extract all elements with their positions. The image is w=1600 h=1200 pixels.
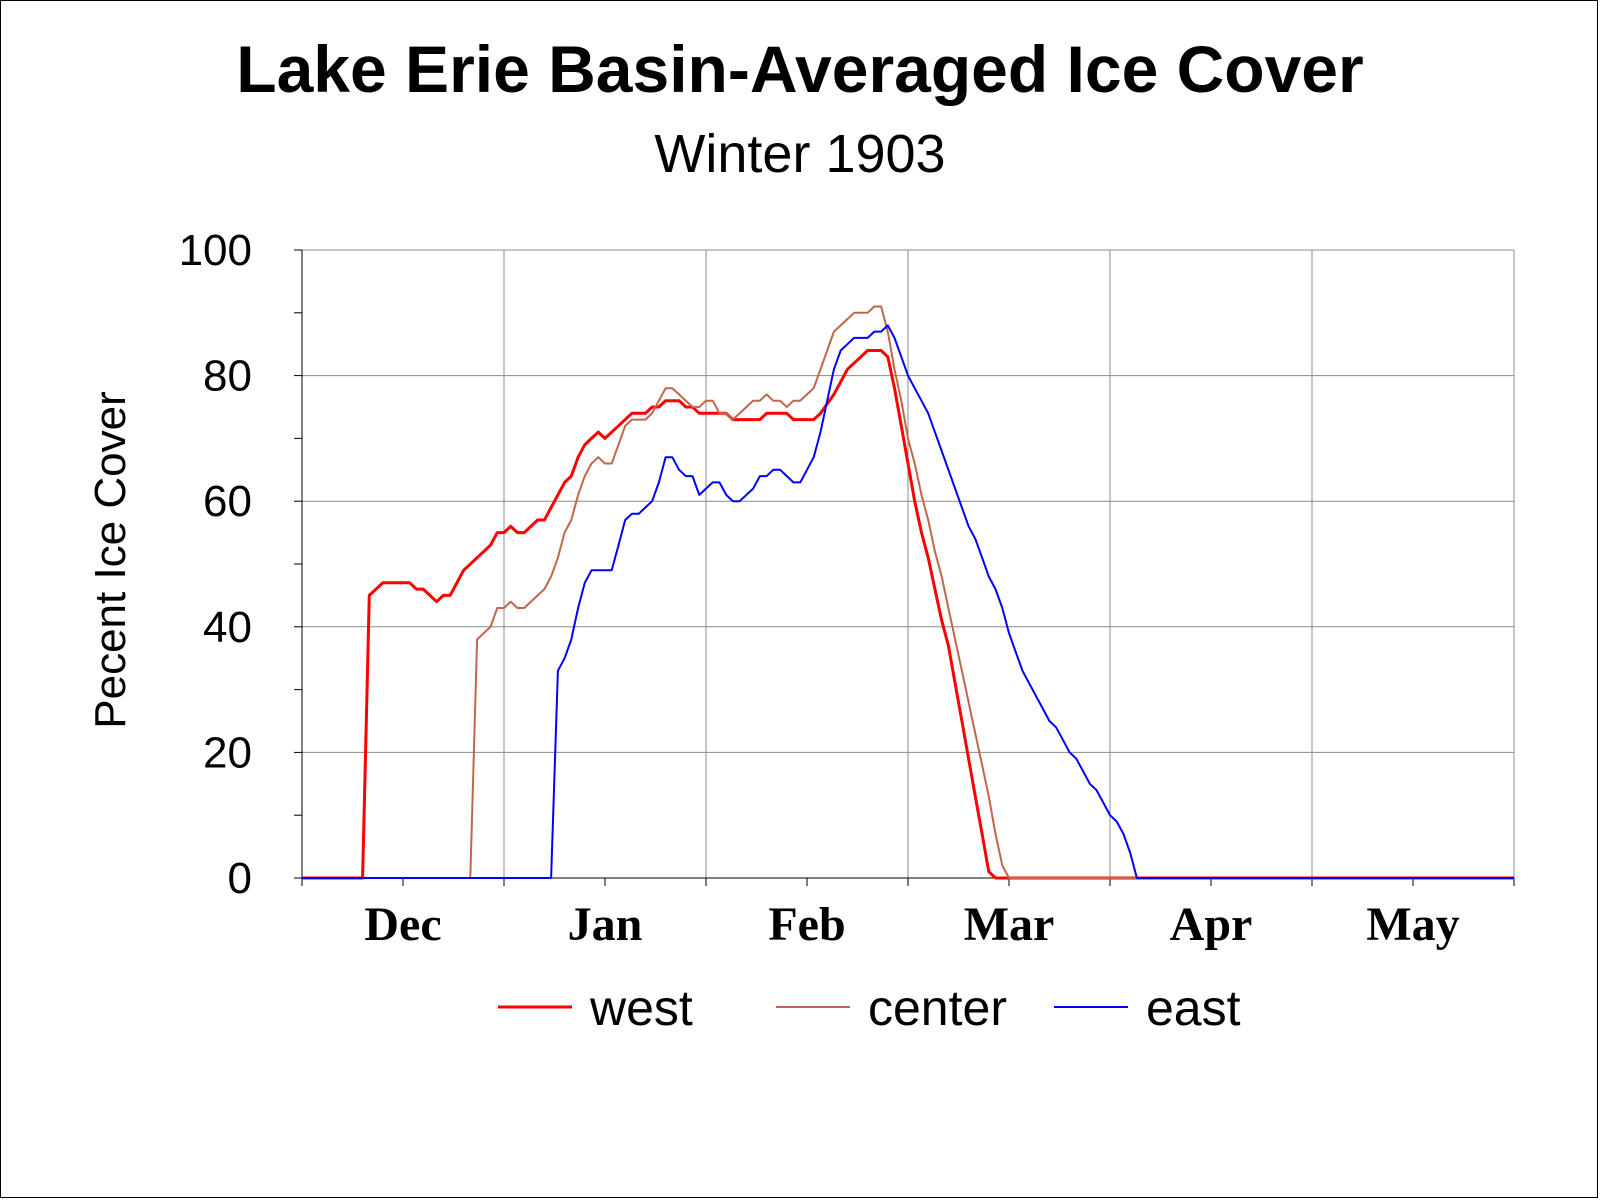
x-tick-label: Apr <box>1170 898 1253 951</box>
x-tick-label: Dec <box>364 898 441 951</box>
legend: west center east <box>498 980 1241 1036</box>
series-line-center <box>302 305 1514 879</box>
legend-label-center: center <box>868 980 1007 1036</box>
y-axis-label: Pecent Ice Cover <box>86 391 135 729</box>
x-tick-label: Feb <box>768 898 845 951</box>
axes: 0 20 40 60 80 100 Dec Jan Feb Mar Apr May <box>179 226 1515 951</box>
y-tick-label: 20 <box>203 728 252 777</box>
y-tick-label: 80 <box>203 352 252 401</box>
chart-subtitle: Winter 1903 <box>654 124 945 184</box>
y-tick-label: 100 <box>179 226 252 275</box>
grid <box>302 249 1515 878</box>
x-tick-label: May <box>1366 898 1459 951</box>
legend-label-east: east <box>1146 980 1241 1036</box>
x-tick-label: Jan <box>568 898 643 951</box>
x-tick-label: Mar <box>964 898 1055 951</box>
series-line-east <box>302 324 1514 879</box>
y-tick-label: 0 <box>228 854 252 903</box>
y-tick-label: 40 <box>203 603 252 652</box>
series-lines <box>302 305 1514 880</box>
chart-title: Lake Erie Basin-Averaged Ice Cover <box>236 32 1363 106</box>
legend-label-west: west <box>589 980 693 1036</box>
y-tick-label: 60 <box>203 477 252 526</box>
series-line-west <box>302 349 1514 880</box>
